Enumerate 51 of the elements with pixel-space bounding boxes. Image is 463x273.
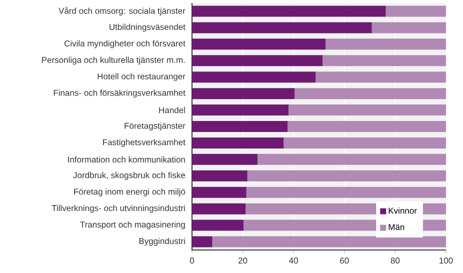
bar	[246, 186, 446, 198]
y-tick-label: Fastighetsverksamhet	[103, 139, 186, 147]
legend-label: Män	[388, 224, 404, 230]
y-tick-label: Företagstjänster	[124, 122, 186, 130]
bar	[192, 72, 316, 83]
y-tick-label: Finans- och försäkringsverksamhet	[54, 90, 186, 98]
bar	[247, 170, 446, 182]
bar	[192, 88, 295, 100]
y-tick-label: Byggindustri	[139, 238, 185, 246]
bar	[192, 121, 288, 132]
y-tick-label: Personliga och kulturella tjänster m.m.	[42, 56, 185, 65]
bar	[192, 104, 289, 116]
bar	[372, 22, 446, 34]
bar	[288, 121, 446, 132]
bar	[192, 186, 246, 198]
bar	[192, 220, 244, 231]
legend-label: Kvinnor	[388, 207, 417, 214]
y-tick-label: Hotell och restauranger	[98, 73, 186, 82]
y-tick-label: Vård och omsorg: sociala tjänster	[58, 6, 186, 16]
bar	[192, 137, 284, 148]
bar	[316, 72, 446, 83]
bar	[326, 38, 446, 50]
y-tick-label: Handel	[159, 106, 185, 114]
bar	[192, 38, 326, 50]
bar	[192, 154, 258, 165]
bar	[192, 22, 372, 34]
bar	[288, 104, 446, 116]
y-tick-label: Jordbruk, skogsbruk och fiske	[73, 172, 186, 180]
bar	[258, 154, 446, 165]
bar	[192, 6, 386, 17]
bar	[322, 55, 446, 66]
y-tick-label: Information och kommunikation	[68, 156, 185, 163]
y-tick-label: Civila myndigheter och försvaret	[64, 40, 186, 48]
bar	[192, 55, 323, 66]
bar	[212, 236, 446, 248]
y-tick-label: Utbildningsväsendet	[110, 24, 186, 32]
x-tick-label: 0	[190, 258, 194, 264]
x-tick-label: 80	[390, 258, 400, 264]
x-tick-label: 60	[340, 258, 349, 264]
bar	[284, 137, 446, 148]
bar	[192, 170, 248, 182]
y-tick-label: Tillverknings- och utvinningsindustri	[52, 204, 185, 213]
bar	[192, 236, 212, 248]
bar	[294, 88, 446, 100]
y-tick-label: Företag inom energi och miljö	[74, 188, 186, 196]
x-tick-label: 40	[289, 258, 298, 264]
bar	[386, 6, 446, 17]
x-tick-label: 100	[440, 258, 453, 264]
bar	[192, 203, 246, 214]
x-tick-label: 20	[238, 258, 248, 264]
y-tick-label: Transport och magasinering	[80, 221, 185, 230]
